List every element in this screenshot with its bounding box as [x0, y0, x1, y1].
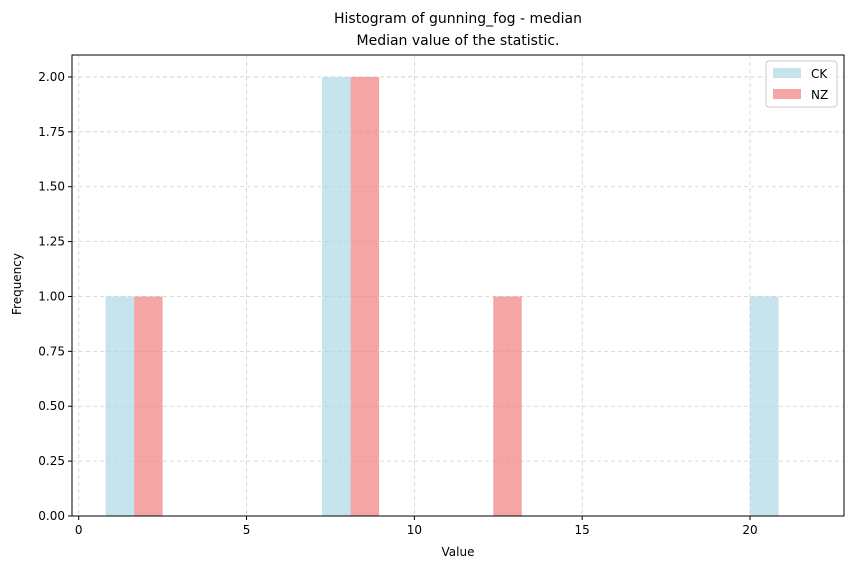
y-tick-label: 1.25	[38, 235, 65, 249]
x-tick-label: 0	[75, 523, 83, 537]
legend-swatch-nz	[773, 89, 801, 99]
y-tick-label: 0.75	[38, 344, 65, 358]
legend: CK NZ	[765, 60, 838, 108]
y-tick-label: 0.00	[38, 509, 65, 523]
y-axis-label: Frequency	[10, 253, 24, 315]
bar-ck	[322, 76, 351, 516]
axis-ticks: 0 5 10 15 20 0.00 0.25 0.50 0.75 1.00 1.25 1.50 1.75…	[38, 70, 757, 537]
legend-label-nz: NZ	[811, 88, 828, 102]
chart-title: Histogram of gunning_fog - median	[334, 11, 582, 27]
plot-frame	[71, 54, 845, 517]
bar-nz	[493, 296, 522, 516]
bar-ck	[105, 296, 135, 516]
x-tick-label: 5	[243, 523, 251, 537]
y-tick-label: 2.00	[38, 70, 65, 84]
x-axis-label: Value	[442, 545, 475, 559]
chart-subtitle: Median value of the statistic.	[357, 33, 560, 49]
legend-swatch-ck	[773, 68, 801, 78]
x-tick-label: 10	[407, 523, 422, 537]
y-tick-label: 0.25	[38, 454, 65, 468]
bars	[105, 76, 779, 516]
x-tick-label: 20	[742, 523, 757, 537]
bar-ck	[750, 296, 779, 516]
y-tick-label: 0.50	[38, 399, 65, 413]
bar-nz	[350, 76, 380, 516]
legend-label-ck: CK	[811, 67, 828, 81]
y-tick-label: 1.00	[38, 289, 65, 303]
bar-nz	[134, 296, 163, 516]
y-tick-label: 1.75	[38, 125, 65, 139]
y-tick-label: 1.50	[38, 180, 65, 194]
x-tick-label: 15	[575, 523, 590, 537]
grid-lines	[72, 55, 844, 517]
